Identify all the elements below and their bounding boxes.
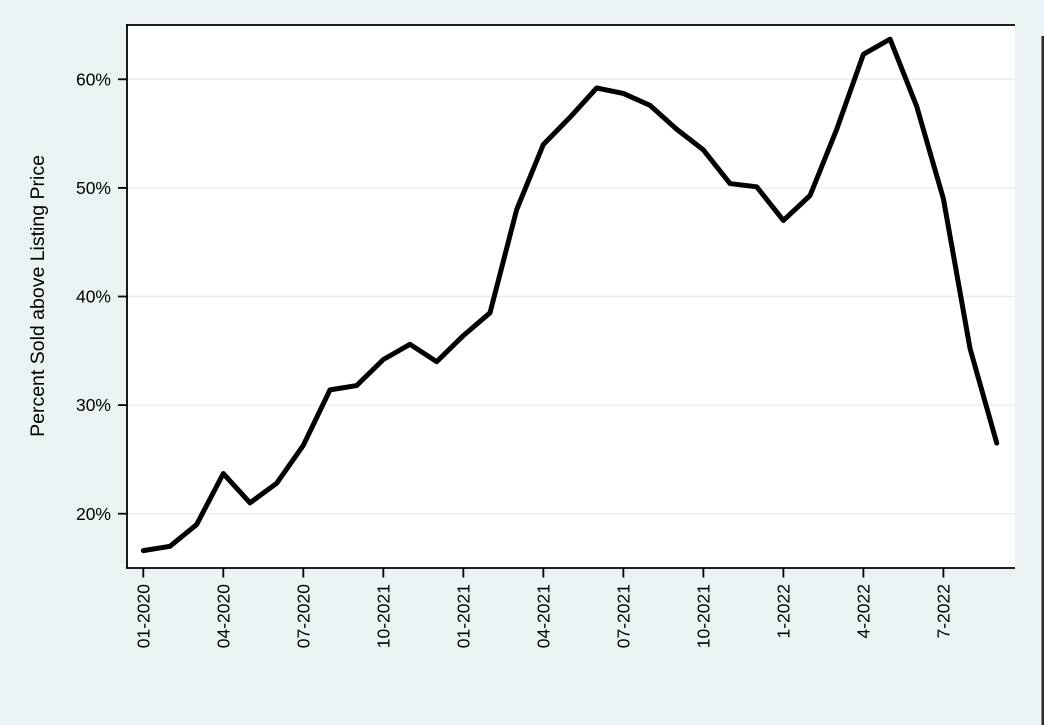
- y-tick-label: 50%: [76, 178, 111, 198]
- data-series: [140, 36, 1000, 554]
- x-tick-label: 01-2020: [133, 584, 153, 648]
- series-line: [140, 36, 1000, 554]
- y-axis-title: Percent Sold above Listing Price: [27, 155, 49, 437]
- x-tick-label: 4-2022: [854, 584, 874, 639]
- x-axis-ticks: 01-2020 04-2020 07-2020 10-2021 01-2021 04-20…: [133, 568, 954, 648]
- y-tick-label: 20%: [76, 504, 111, 524]
- y-tick-label: 60%: [76, 69, 111, 89]
- y-axis-ticks: 20% 30% 40% 50% 60%: [76, 69, 127, 524]
- x-tick-label: 07-2020: [293, 584, 313, 648]
- x-tick-label: 07-2021: [613, 584, 633, 648]
- x-tick-label: 01-2021: [453, 584, 473, 648]
- x-tick-label: 10-2021: [373, 584, 393, 648]
- x-tick-label: 04-2020: [213, 584, 233, 648]
- window-edge: [1041, 36, 1044, 725]
- y-tick-label: 30%: [76, 395, 111, 415]
- gridlines: [128, 78, 1015, 515]
- x-tick-label: 04-2021: [533, 584, 553, 648]
- x-tick-label: 1-2022: [774, 584, 794, 639]
- x-tick-label: 10-2021: [693, 584, 713, 648]
- y-tick-label: 40%: [76, 287, 111, 307]
- x-tick-label: 7-2022: [934, 584, 954, 639]
